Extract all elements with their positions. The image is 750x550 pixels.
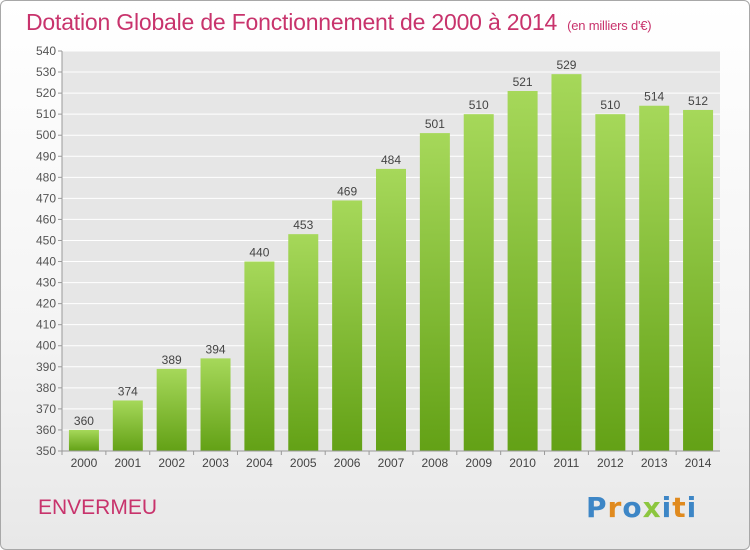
data-label-2009: 510 — [469, 98, 489, 112]
data-label-2003: 394 — [206, 342, 226, 356]
bar-2011 — [551, 74, 582, 451]
y-tick-label: 540 — [36, 44, 56, 58]
x-tick-label: 2006 — [334, 456, 361, 470]
bars — [68, 74, 714, 452]
y-tick-label: 370 — [36, 402, 56, 416]
logo-letter: t — [672, 491, 687, 524]
logo-letter: r — [607, 491, 623, 524]
data-label-2002: 389 — [162, 353, 182, 367]
bar-2013 — [639, 105, 670, 451]
logo-letter: P — [586, 491, 608, 524]
y-tick-label: 500 — [36, 128, 56, 142]
bar-2003 — [200, 358, 231, 451]
data-label-2005: 453 — [293, 218, 313, 232]
bar-2012 — [595, 114, 626, 451]
data-label-2004: 440 — [249, 246, 269, 260]
bar-2007 — [376, 168, 406, 452]
bar-2000 — [68, 429, 99, 451]
y-tick-label: 440 — [36, 255, 56, 269]
data-label-2010: 521 — [513, 75, 533, 89]
data-label-2000: 360 — [74, 414, 94, 428]
y-tick-label: 430 — [36, 276, 56, 290]
data-label-2011: 529 — [556, 58, 576, 72]
y-tick-label: 520 — [36, 86, 56, 100]
x-tick-label: 2013 — [641, 456, 668, 470]
y-tick-label: 480 — [36, 170, 56, 184]
logo-letter: i — [686, 491, 698, 524]
y-tick-label: 460 — [36, 212, 56, 226]
logo-letter: x — [642, 491, 662, 524]
y-tick-label: 530 — [36, 65, 56, 79]
x-tick-label: 2009 — [465, 456, 492, 470]
x-tick-label: 2004 — [246, 456, 273, 470]
chart-title: Dotation Globale de Fonctionnement de 20… — [26, 9, 652, 36]
data-label-2001: 374 — [118, 384, 138, 398]
x-tick-label: 2011 — [554, 456, 580, 470]
y-tick-label: 400 — [36, 339, 56, 353]
commune-name: ENVERMEU — [38, 496, 158, 519]
y-tick-label: 490 — [36, 149, 56, 163]
x-tick-label: 2000 — [71, 456, 98, 470]
x-tick-label: 2010 — [509, 456, 536, 470]
proxiti-logo: Proxiti — [586, 491, 697, 524]
y-tick-label: 380 — [36, 381, 56, 395]
data-label-2008: 501 — [425, 117, 445, 131]
y-tick-label: 470 — [36, 191, 56, 205]
data-label-2006: 469 — [337, 184, 357, 198]
x-tick-label: 2014 — [685, 456, 712, 470]
data-label-2014: 512 — [688, 94, 708, 108]
x-tick-label: 2005 — [290, 456, 317, 470]
x-tick-label: 2008 — [422, 456, 449, 470]
data-label-2013: 514 — [644, 90, 664, 104]
bar-2014 — [683, 109, 714, 452]
x-tick-label: 2001 — [114, 456, 141, 470]
x-tick-label: 2007 — [378, 456, 405, 470]
bar-2009 — [463, 114, 494, 451]
data-labels: 360 374 389 394 440 453 469 484 501 510 521 529 510 5… — [74, 58, 708, 428]
x-tick-label: 2003 — [202, 456, 229, 470]
y-axis: 350 360 370 380 390 400 410 420 430 440 450 460 470 4… — [36, 44, 63, 458]
y-tick-label: 390 — [36, 360, 56, 374]
x-tick-label: 2002 — [158, 456, 185, 470]
x-tick-label: 2012 — [597, 456, 624, 470]
chart-subtitle: (en milliers d'€) — [567, 18, 652, 33]
bar-2001 — [112, 400, 143, 451]
bar-2002 — [156, 368, 187, 451]
y-tick-label: 420 — [36, 297, 56, 311]
y-tick-label: 350 — [36, 444, 56, 458]
logo-letter: o — [622, 491, 643, 524]
data-label-2012: 510 — [600, 98, 620, 112]
logo-letter: i — [661, 491, 673, 524]
y-tick-label: 510 — [36, 107, 56, 121]
bar-2010 — [507, 91, 538, 451]
chart-title-text: Dotation Globale de Fonctionnement de 20… — [26, 9, 558, 35]
y-tick-label: 450 — [36, 233, 56, 247]
bar-2005 — [288, 234, 319, 451]
y-tick-label: 410 — [36, 318, 56, 332]
data-label-2007: 484 — [381, 153, 401, 167]
bar-2004 — [244, 261, 275, 451]
bar-2006 — [332, 200, 363, 451]
x-axis: 2000 2001 2002 2003 2004 2005 2006 2007 2008 2009… — [61, 450, 720, 470]
y-tick-label: 360 — [36, 423, 56, 437]
bar-2008 — [419, 133, 450, 451]
